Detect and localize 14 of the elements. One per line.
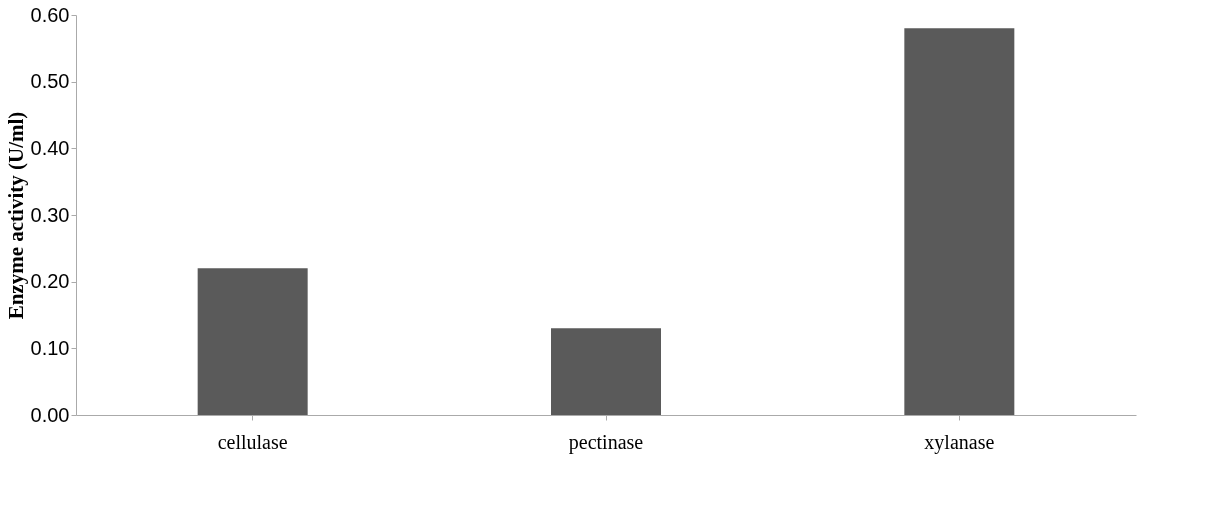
y-tick-label: 0.30 <box>30 203 70 226</box>
bar <box>904 28 1015 415</box>
bar <box>551 328 661 415</box>
bar <box>197 268 308 415</box>
y-axis-title: Enzyme activity (U/ml) <box>3 111 28 320</box>
y-tick-label: 0.50 <box>30 70 70 93</box>
y-tick-label: 0.40 <box>30 136 70 159</box>
y-tick-label: 0.00 <box>30 403 70 426</box>
x-tick-label: xylanase <box>924 430 995 454</box>
y-tick-label: 0.60 <box>30 3 70 26</box>
x-tick-label: cellulase <box>217 430 288 453</box>
y-tick-label: 0.20 <box>30 270 70 293</box>
y-tick-label: 0.10 <box>30 336 70 359</box>
x-tick-label: pectinase <box>568 430 644 454</box>
